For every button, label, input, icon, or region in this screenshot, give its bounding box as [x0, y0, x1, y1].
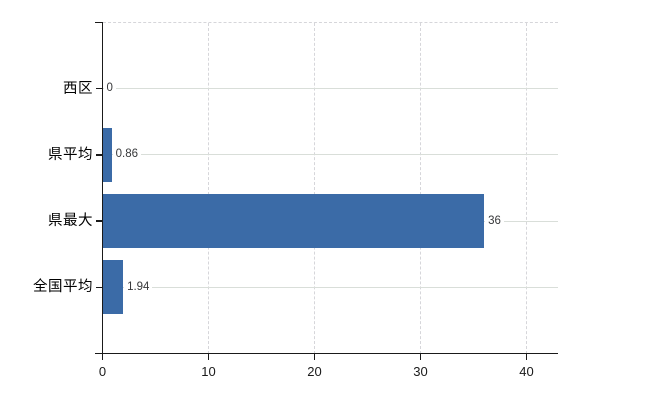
x-tick-label: 30	[413, 364, 428, 379]
value-label: 0	[103, 81, 116, 97]
horizontal-gridline	[102, 286, 558, 288]
x-axis-tick	[419, 353, 422, 360]
bar	[102, 194, 485, 249]
y-axis-tick	[95, 286, 102, 289]
y-axis-tick	[95, 154, 102, 156]
vertical-gridline	[420, 22, 421, 354]
x-tick-label: 20	[307, 364, 322, 379]
bar	[102, 127, 112, 182]
x-tick-label: 10	[201, 364, 216, 379]
y-axis-line	[101, 22, 104, 354]
x-axis-tick	[207, 353, 210, 360]
x-axis-tick	[313, 353, 316, 360]
value-label: 1.94	[124, 279, 153, 295]
plot-top-border	[102, 21, 558, 23]
category-label: 県最大	[48, 213, 93, 230]
value-label: 0.86	[112, 147, 141, 163]
vertical-gridline	[526, 22, 527, 354]
value-label: 36	[485, 213, 504, 229]
y-axis-tick	[95, 87, 102, 90]
bar	[102, 260, 124, 315]
x-tick-label: 0	[98, 364, 107, 379]
vertical-gridline	[314, 22, 315, 354]
x-axis-tick	[101, 353, 104, 360]
y-axis-tick	[95, 220, 102, 222]
horizontal-gridline	[102, 154, 558, 156]
vertical-gridline	[208, 22, 209, 354]
x-axis-line	[95, 352, 558, 355]
y-axis-top-cap	[95, 21, 103, 24]
category-label: 西区	[63, 80, 93, 97]
x-tick-label: 40	[519, 364, 534, 379]
category-label: 全国平均	[33, 279, 93, 296]
x-axis-tick	[525, 353, 528, 360]
category-label: 県平均	[48, 146, 93, 163]
horizontal-gridline	[102, 88, 558, 90]
